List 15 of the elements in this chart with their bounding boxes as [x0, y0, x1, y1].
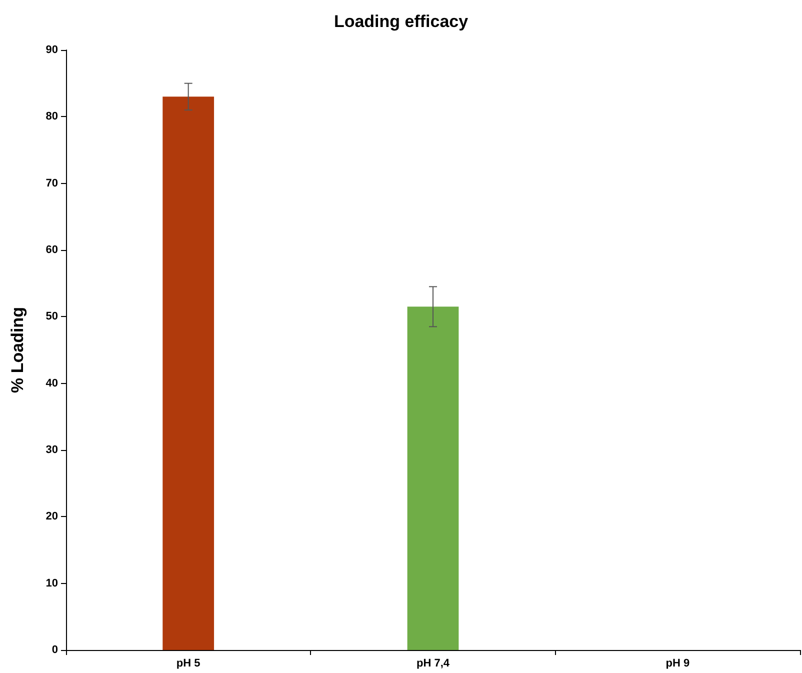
y-tick-label: 40: [46, 377, 58, 390]
y-tick-label: 0: [52, 644, 58, 656]
y-tick-label: 50: [46, 310, 58, 323]
y-tick-label: 10: [46, 577, 58, 590]
y-tick-label: 20: [46, 510, 58, 523]
x-tick-label: pH 5: [176, 658, 200, 670]
y-tick-label: 80: [46, 110, 58, 123]
y-tick-label: 30: [46, 444, 58, 456]
y-axis-title: % Loading: [8, 307, 27, 393]
x-tick-label: pH 7,4: [416, 658, 450, 670]
y-tick-label: 70: [46, 177, 58, 190]
chart-title: Loading efficacy: [334, 12, 469, 31]
y-tick-label: 90: [46, 44, 58, 56]
x-tick-label: pH 9: [666, 658, 690, 670]
y-tick-label: 60: [46, 244, 58, 256]
